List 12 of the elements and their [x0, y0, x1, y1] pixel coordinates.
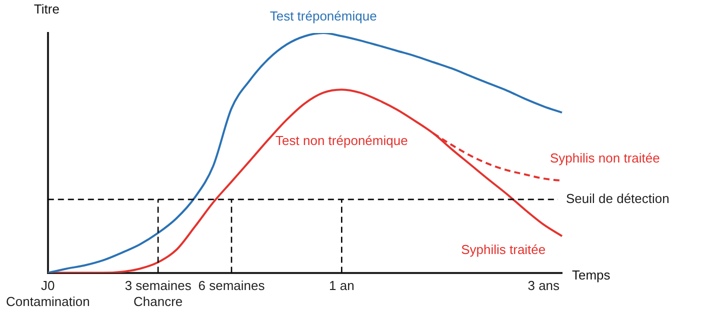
series-label: Syphilis non traitée [550, 150, 660, 166]
x-tick-label: 6 semaines [198, 278, 266, 294]
x-tick-label: 3 ans [528, 278, 560, 294]
series-label: Test tréponémique [270, 8, 377, 24]
x-axis-title: Temps [572, 267, 611, 282]
series-label: Test non tréponémique [276, 133, 408, 148]
x-tick-label: J0 Contamination [6, 278, 90, 309]
x-tick-label: 3 semaines Chancre [124, 278, 192, 309]
ref-line-label: Seuil de détection [566, 191, 670, 206]
x-tick-label: 1 an [329, 278, 354, 294]
y-axis-title: Titre [34, 2, 60, 17]
annotation: Syphilis traitée [461, 242, 546, 258]
